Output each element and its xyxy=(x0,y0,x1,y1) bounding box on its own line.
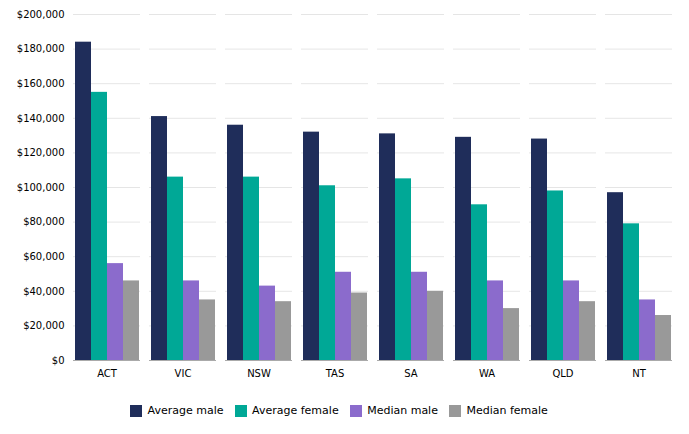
html-text:Median female: Median female xyxy=(466,404,548,417)
svg-text:$80,000: $80,000 xyxy=(23,216,64,227)
svg-text:NT: NT xyxy=(632,368,646,379)
svg-text:ACT: ACT xyxy=(97,368,118,379)
svg-text:$140,000: $140,000 xyxy=(17,113,65,124)
html-text:Average female: Average female xyxy=(252,404,339,417)
svg-text:SA: SA xyxy=(404,368,418,379)
svg-text:$40,000: $40,000 xyxy=(23,286,64,297)
svg-text:$160,000: $160,000 xyxy=(17,78,65,89)
svg-text:$180,000: $180,000 xyxy=(17,43,65,54)
svg-text:WA: WA xyxy=(479,368,495,379)
svg-text:$60,000: $60,000 xyxy=(23,251,64,262)
svg-text:QLD: QLD xyxy=(552,368,573,379)
svg-text:$100,000: $100,000 xyxy=(17,182,65,193)
html-text:Median male: Median male xyxy=(367,404,438,417)
svg-text:$20,000: $20,000 xyxy=(23,320,64,331)
svg-text:TAS: TAS xyxy=(325,368,345,379)
svg-text:$120,000: $120,000 xyxy=(17,147,65,158)
svg-text:VIC: VIC xyxy=(175,368,192,379)
svg-text:$200,000: $200,000 xyxy=(17,9,65,20)
html-text:Average male: Average male xyxy=(147,404,224,417)
svg-text:NSW: NSW xyxy=(247,368,271,379)
svg-text:$0: $0 xyxy=(52,355,65,366)
